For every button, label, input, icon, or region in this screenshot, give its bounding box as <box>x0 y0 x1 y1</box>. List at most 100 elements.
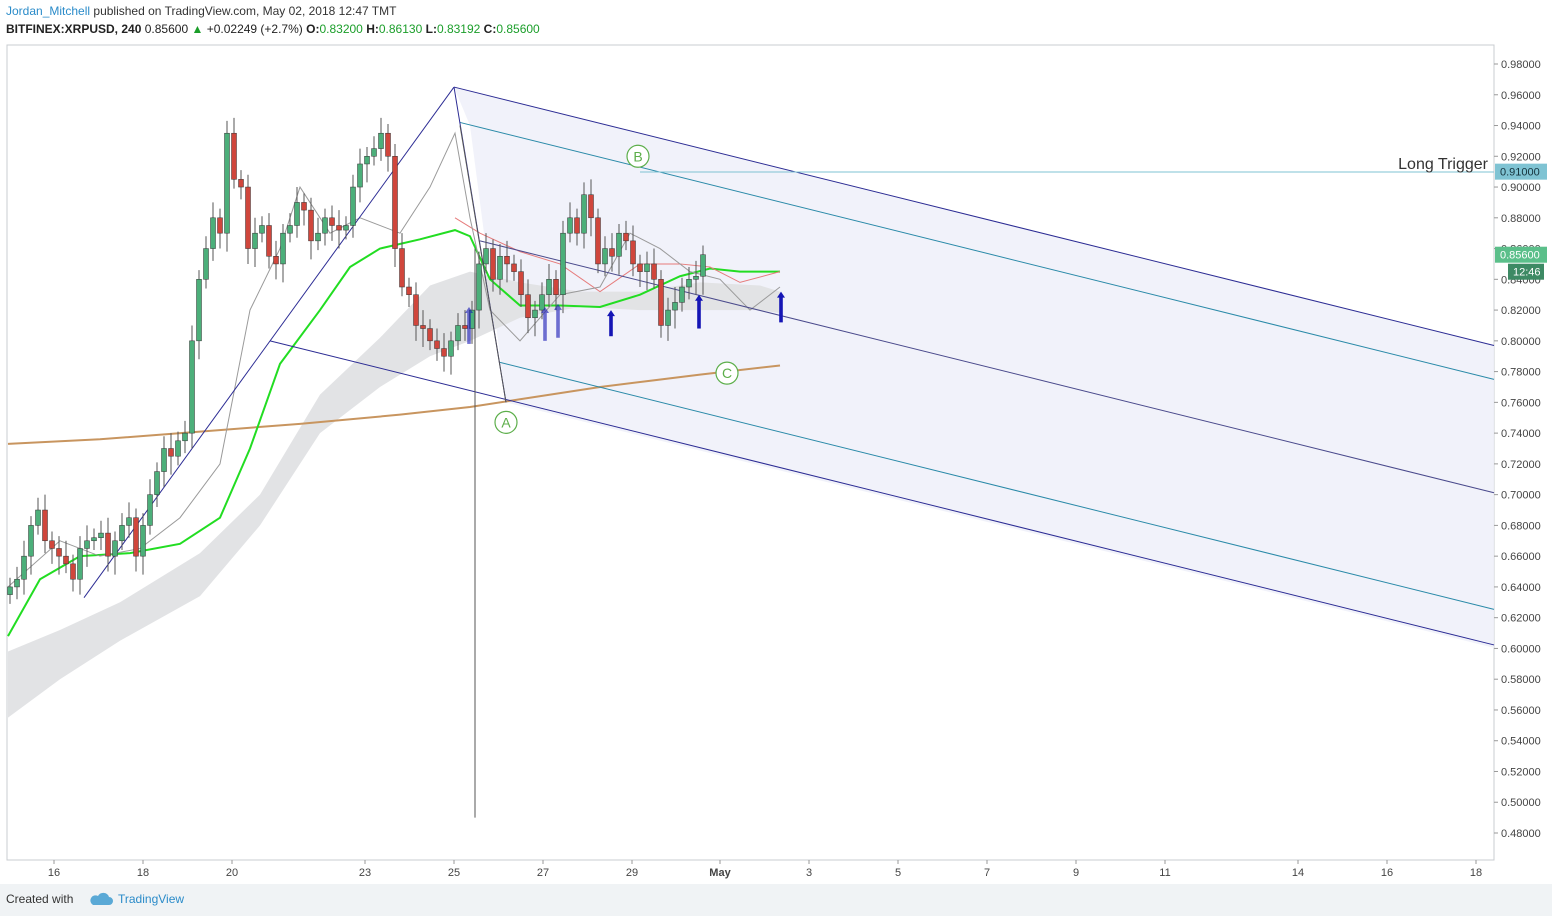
price-tick-label: 0.90000 <box>1501 182 1541 194</box>
candle-up <box>693 275 699 280</box>
publish-info: Jordan_Mitchell published on TradingView… <box>6 4 396 18</box>
pitchfork-median-line <box>479 240 1495 494</box>
candle-down <box>385 132 391 157</box>
candle-down <box>441 348 447 357</box>
close-label: C: <box>483 22 497 36</box>
candle-up <box>154 471 160 495</box>
pitchfork-band <box>454 87 1494 648</box>
change-value: +0.02249 (+2.7%) <box>206 22 303 36</box>
up-arrow-shaft <box>467 312 471 344</box>
candle-up <box>252 232 258 249</box>
candle-up <box>84 540 90 549</box>
candle-up <box>7 586 13 595</box>
price-ticks: 0.98000 0.96000 0.94000 0.92000 0.90000 0.880… <box>1494 59 1541 840</box>
price-tick-label: 0.58000 <box>1501 674 1541 686</box>
pitchfork-fill <box>454 87 1494 648</box>
candle-down <box>490 248 496 280</box>
up-triangle-icon: ▲ <box>191 22 204 36</box>
candle-down <box>623 232 629 242</box>
candle-down <box>413 294 419 326</box>
candle-down <box>217 217 223 234</box>
tradingview-cloud-icon[interactable] <box>88 892 114 906</box>
candle-up <box>21 555 27 580</box>
time-tick-label: 23 <box>359 867 371 879</box>
candle-down <box>42 509 48 542</box>
candle-down <box>588 194 594 219</box>
candle-up <box>371 148 377 157</box>
candle-down <box>399 248 405 288</box>
wave-label-text: B <box>633 148 642 164</box>
candle-up <box>497 256 503 280</box>
candle-up <box>175 440 181 457</box>
candle-up <box>364 156 370 165</box>
up-arrow-head <box>777 291 785 298</box>
candle-up <box>644 263 650 272</box>
up-arrow-shaft <box>609 315 613 337</box>
time-tick-label: 11 <box>1159 867 1170 879</box>
author-link[interactable]: Jordan_Mitchell <box>6 4 91 18</box>
up-arrow-head <box>541 307 549 314</box>
price-tick-label: 0.56000 <box>1501 705 1541 717</box>
open-label: O: <box>306 22 320 36</box>
candle-down <box>518 271 524 295</box>
candle-down <box>609 248 615 257</box>
open-value: 0.83200 <box>319 22 363 36</box>
up-arrow-icon <box>554 303 562 338</box>
up-arrow-shaft <box>556 308 560 338</box>
candle-up <box>35 509 41 526</box>
tradingview-link[interactable]: TradingView <box>118 892 185 906</box>
chart-area[interactable]: Long Trigger B A C 0.98000 0.96000 0.94000 0.… <box>0 44 1552 884</box>
time-tick-label: 16 <box>48 867 60 879</box>
candle-up <box>343 225 349 231</box>
wave-label-text: C <box>722 365 732 381</box>
candle-down <box>630 240 636 265</box>
sma-200-line <box>7 364 781 445</box>
price-tick-label: 0.60000 <box>1501 643 1541 655</box>
symbol-label[interactable]: BITFINEX:XRPUSD, <box>6 22 119 36</box>
price-tick-label: 0.52000 <box>1501 766 1541 778</box>
trigger-price-tag <box>1495 163 1547 180</box>
time-tick-label: May <box>709 867 731 879</box>
candle-up <box>119 525 125 542</box>
created-with-text: Created with <box>6 892 74 906</box>
high-value: 0.86130 <box>378 22 423 36</box>
wave-label-text: A <box>501 414 511 430</box>
up-arrow-icon <box>465 307 473 344</box>
candle-down <box>49 540 55 549</box>
candle-up <box>672 302 678 311</box>
time-tick-label: 18 <box>1470 867 1482 879</box>
candle-down <box>70 563 76 580</box>
published-text: published on TradingView.com, May 02, 20… <box>93 4 397 18</box>
candle-up <box>210 217 216 249</box>
interval-label[interactable]: 240 <box>121 22 142 36</box>
candles <box>7 117 706 818</box>
countdown-text: 12:46 <box>1513 267 1541 279</box>
long-trigger-line[interactable]: Long Trigger <box>640 156 1494 173</box>
candle-up <box>161 448 167 472</box>
candle-down <box>105 532 111 557</box>
candle-down <box>406 286 412 295</box>
candle-up <box>147 494 153 526</box>
trigger-price-text: 0.91000 <box>1500 167 1540 179</box>
candle-up <box>224 132 230 234</box>
candle-down <box>637 263 643 272</box>
candle-down <box>553 279 559 295</box>
candle-down <box>504 256 510 265</box>
candle-down <box>392 156 398 249</box>
time-ticks: 16 18 20 23 25 27 29 May 3 5 7 9 11 14 16 18 <box>48 860 1482 879</box>
candle-up <box>280 232 286 265</box>
high-label: H: <box>366 22 379 36</box>
time-tick-label: 7 <box>984 867 990 879</box>
price-tick-label: 0.80000 <box>1501 336 1541 348</box>
candle-up <box>182 432 188 442</box>
wave-label-circle <box>626 144 650 168</box>
sma-red-line <box>454 217 781 293</box>
low-label: L: <box>425 22 437 36</box>
candle-up <box>616 232 622 257</box>
candle-up <box>581 194 587 234</box>
candle-down <box>595 217 601 265</box>
up-arrow-shaft <box>779 296 783 323</box>
candle-up <box>665 309 671 326</box>
price-chart[interactable]: Long Trigger B A C 0.980000.960000.940000.… <box>0 44 1552 884</box>
candle-up <box>259 225 265 234</box>
